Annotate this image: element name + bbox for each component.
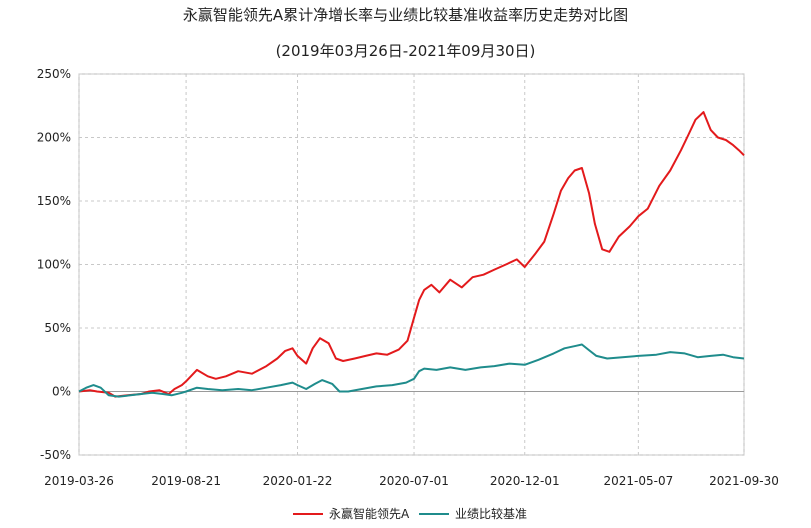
y-tick-label: 150%	[37, 194, 71, 208]
chart-subtitle: (2019年03月26日-2021年09月30日)	[275, 42, 536, 60]
y-tick-label: 0%	[52, 385, 71, 399]
legend: 永赢智能领先A 业绩比较基准	[293, 506, 527, 521]
x-tick-label: 2019-03-26	[44, 474, 114, 488]
axes: 250% 200% 150% 100% 50% 0% -50% 2019-03-26 2019-…	[37, 67, 779, 488]
y-tick-label: -50%	[40, 448, 71, 462]
x-tick-label: 2020-01-22	[263, 474, 333, 488]
y-tick-label: 100%	[37, 258, 71, 272]
x-tick-label: 2020-12-01	[490, 474, 560, 488]
legend-label-1: 业绩比较基准	[455, 506, 527, 521]
series-line-1	[78, 343, 745, 398]
y-tick-label: 200%	[37, 131, 71, 145]
x-tick-label: 2019-08-21	[151, 474, 221, 488]
legend-label-0: 永赢智能领先A	[329, 506, 410, 521]
chart-title: 永赢智能领先A累计净增长率与业绩比较基准收益率历史走势对比图	[182, 6, 629, 24]
y-tick-label: 50%	[44, 321, 71, 335]
series-lines	[78, 111, 745, 398]
grid-lines	[78, 73, 745, 456]
x-tick-label: 2020-07-01	[379, 474, 449, 488]
x-tick-label: 2021-05-07	[603, 474, 673, 488]
y-tick-label: 250%	[37, 67, 71, 81]
series-line-0	[78, 111, 745, 398]
x-tick-label: 2021-09-30	[709, 474, 779, 488]
